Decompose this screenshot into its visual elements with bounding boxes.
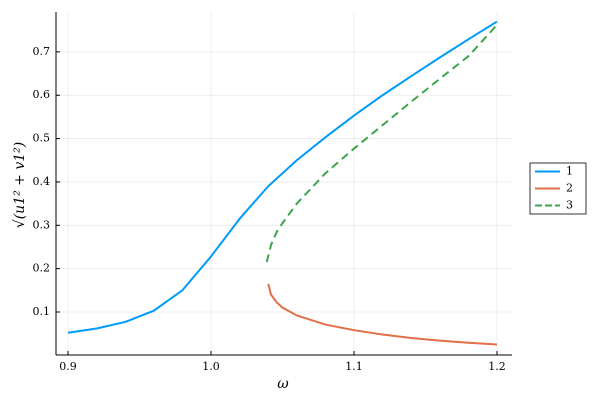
y-tick-label: 0.4: [33, 175, 51, 188]
x-tick-label: 1.1: [345, 360, 363, 373]
legend-label: 3: [566, 199, 573, 212]
y-tick-label: 0.1: [33, 305, 51, 318]
y-tick-label: 0.3: [33, 218, 51, 231]
line-series: [267, 283, 498, 346]
y-tick-label: 0.6: [33, 88, 51, 101]
y-tick-label: 0.7: [33, 45, 51, 58]
x-axis-label: ω: [277, 376, 289, 392]
x-tick-label: 0.9: [59, 360, 77, 373]
line-series: [265, 24, 498, 263]
legend-label: 1: [566, 165, 573, 178]
x-tick-label: 1.0: [202, 360, 220, 373]
y-tick-label: 0.5: [33, 132, 51, 145]
y-axis-label: √(u1² + v1²): [12, 142, 28, 228]
x-tick-label: 1.2: [488, 360, 506, 373]
y-tick-label: 0.2: [33, 262, 51, 275]
legend-label: 2: [566, 182, 573, 195]
line-series: [67, 20, 498, 334]
